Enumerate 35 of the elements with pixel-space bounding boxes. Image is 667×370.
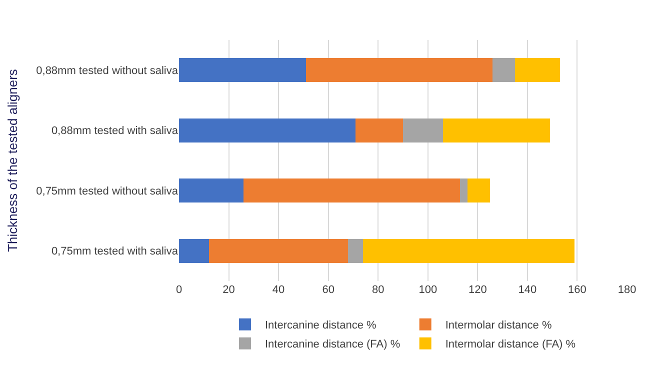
bar [179,58,306,82]
x-tick-label: 120 [468,284,487,296]
x-tick-label: 20 [222,284,235,296]
bar [208,238,348,263]
bar [460,178,468,203]
legend-label: Intercanine distance % [265,320,377,332]
bar [244,178,460,203]
x-tick-label: 0 [176,284,182,296]
bar [306,58,493,82]
y-tick-label: 0,75mm tested without saliva [36,185,179,198]
bar [468,178,490,203]
x-tick-label: 160 [568,284,586,296]
legend-label: Intermolar distance (FA) % [445,338,576,351]
bar [363,238,575,263]
x-tick-label: 40 [272,284,285,296]
x-tick-label: 60 [322,284,334,296]
bar [403,118,443,142]
bar [515,58,560,82]
x-tick-label: 80 [372,284,384,296]
bar [179,178,244,203]
bar [348,238,364,263]
legend-label: Intercanine distance (FA) % [265,338,400,351]
x-tick-label: 180 [618,284,636,296]
legend-label: Intermolar distance % [445,320,552,332]
y-tick-label: 0,88mm tested with saliva [51,125,179,138]
x-tick-label: 140 [518,284,537,296]
bar [492,58,515,82]
x-tick-label: 100 [418,284,438,296]
y-axis-title: Thickness of the tested aligners [5,68,20,252]
bar [179,118,356,142]
y-tick-label: 0,88mm tested without saliva [36,64,179,77]
y-tick-label: 0,75mm tested with saliva [51,246,179,258]
bar [179,238,209,263]
bar [442,118,550,142]
bar [356,118,403,142]
